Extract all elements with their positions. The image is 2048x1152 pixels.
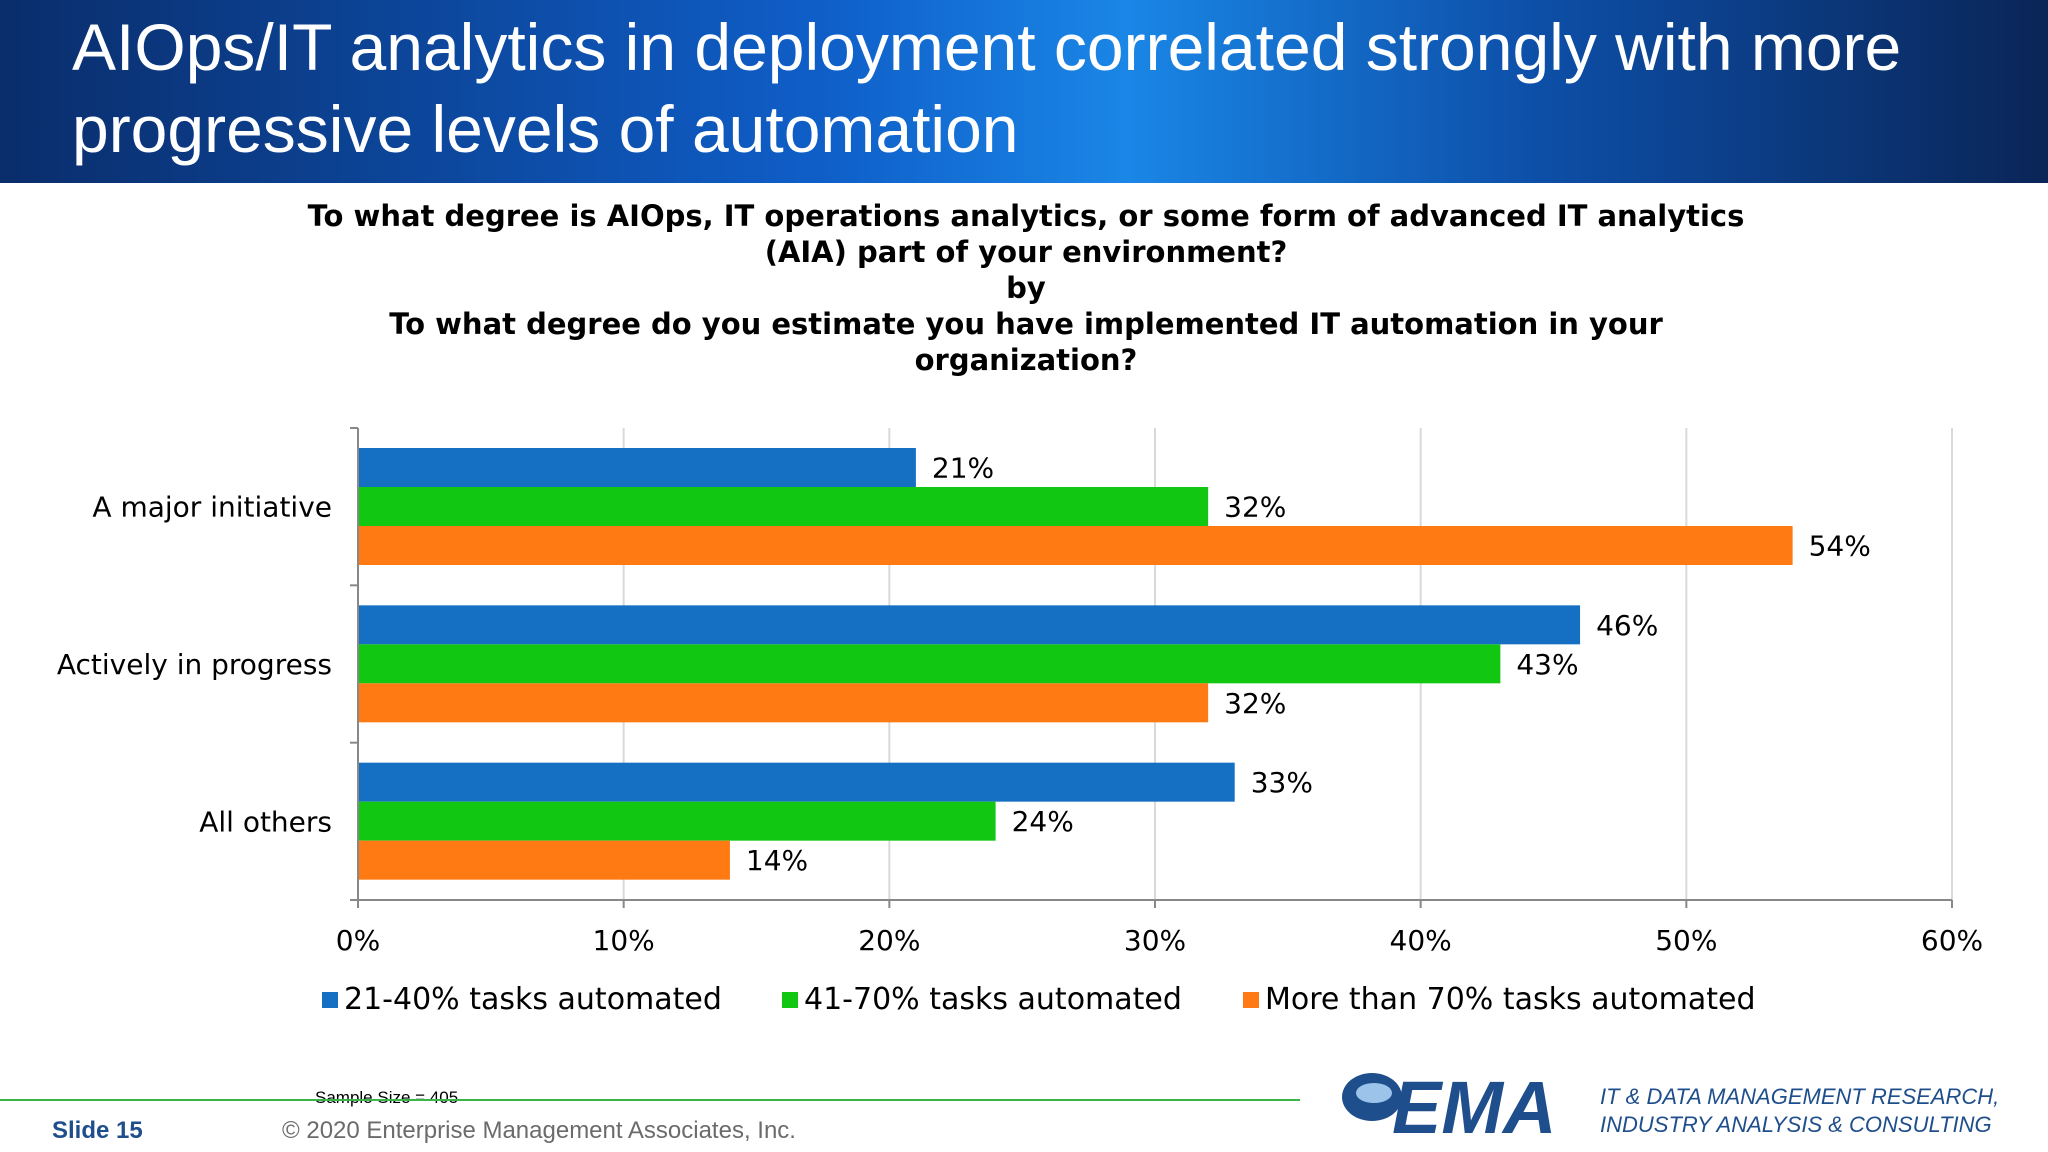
question-line-2: (AIA) part of your environment? <box>764 235 1288 269</box>
x-tick-label: 60% <box>1921 924 1983 957</box>
company-tagline: IT & DATA MANAGEMENT RESEARCH, INDUSTRY … <box>1600 1083 1999 1139</box>
question-line-4: To what degree do you estimate you have … <box>389 307 1663 341</box>
bar <box>358 801 996 841</box>
slide-title: AIOps/IT analytics in deployment correla… <box>72 10 1902 166</box>
x-tick-label: 10% <box>593 924 655 957</box>
data-label: 32% <box>1224 491 1286 524</box>
x-tick-label: 30% <box>1124 924 1186 957</box>
legend-swatch <box>1243 991 1259 1008</box>
data-label: 33% <box>1251 766 1313 799</box>
x-tick-label: 50% <box>1655 924 1717 957</box>
legend-item: More than 70% tasks automated <box>1243 982 1756 1017</box>
bar <box>358 526 1793 565</box>
bar <box>358 840 730 880</box>
bar <box>358 605 1581 645</box>
footer-divider <box>0 1099 1300 1101</box>
sample-size: Sample Size = 405 <box>315 1088 459 1107</box>
legend-label: 41-70% tasks automated <box>804 982 1182 1017</box>
data-label: 21% <box>932 452 994 485</box>
bar <box>358 487 1209 526</box>
chart-question: To what degree is AIOps, IT operations a… <box>220 198 1832 378</box>
title-banner: AIOps/IT analytics in deployment correla… <box>0 0 2048 183</box>
question-line-3: by <box>1006 271 1046 305</box>
data-label: 24% <box>1012 805 1074 838</box>
data-label: 14% <box>746 844 808 877</box>
question-line-5: organization? <box>914 343 1138 377</box>
question-line-1: To what degree is AIOps, IT operations a… <box>307 199 1745 233</box>
ema-logo: EMA <box>1342 1066 1556 1145</box>
logo-text: EMA <box>1392 1066 1556 1145</box>
data-label: 43% <box>1516 648 1578 681</box>
x-tick-label: 0% <box>336 924 380 957</box>
bar <box>358 448 916 487</box>
category-label: Actively in progress <box>57 648 332 681</box>
data-label: 32% <box>1224 687 1286 720</box>
legend-label: 21-40% tasks automated <box>344 982 722 1017</box>
tagline-line-1: IT & DATA MANAGEMENT RESEARCH, <box>1600 1084 2000 1109</box>
data-label: 54% <box>1809 530 1871 563</box>
tagline-line-2: INDUSTRY ANALYSIS & CONSULTING <box>1600 1112 1992 1137</box>
bar <box>358 683 1209 723</box>
x-tick-label: 40% <box>1390 924 1452 957</box>
bar <box>358 644 1501 684</box>
x-tick-label: 20% <box>858 924 920 957</box>
bar <box>358 762 1235 802</box>
category-label: A major initiative <box>92 491 332 524</box>
category-label: All others <box>199 805 332 838</box>
slide-number: Slide 15 <box>52 1117 143 1144</box>
legend-swatch <box>322 991 338 1008</box>
legend-item: 21-40% tasks automated <box>322 982 722 1017</box>
legend-item: 41-70% tasks automated <box>782 982 1182 1017</box>
legend-swatch <box>782 991 798 1008</box>
chart-legend: 21-40% tasks automated 41-70% tasks autom… <box>0 982 2048 1022</box>
copyright-text: © 2020 Enterprise Management Associates,… <box>282 1117 796 1144</box>
data-label: 46% <box>1596 609 1658 642</box>
legend-label: More than 70% tasks automated <box>1265 982 1756 1017</box>
